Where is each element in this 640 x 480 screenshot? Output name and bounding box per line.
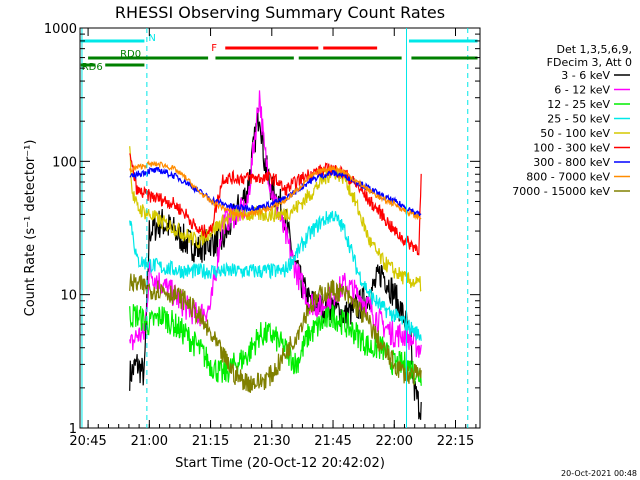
series-layer — [129, 90, 422, 420]
chart-title: RHESSI Observing Summary Count Rates — [115, 3, 445, 22]
y-tick-label-3: 100 — [52, 155, 77, 170]
series-line-2 — [129, 90, 422, 358]
x-tick-label-5: 21:45 — [314, 434, 351, 449]
x-tick-label-2: 21:00 — [131, 434, 168, 449]
footer-timestamp: 20-Oct-2021 00:48 — [561, 469, 637, 478]
legend-entry-label-3: 12 - 25 keV — [547, 98, 610, 111]
legend-entry-label-8: 800 - 7000 keV — [526, 171, 610, 184]
x-tick-label-6: 22:00 — [376, 434, 413, 449]
legend: Det 1,3,5,6,9,FDecim 3, Att 03 - 6 keV 6 … — [512, 43, 632, 198]
flag-bars: N F RD0 RD6 — [80, 33, 478, 73]
series-line-8 — [129, 159, 422, 221]
series-line-9 — [129, 273, 422, 393]
y-tick-label-1: 1 — [69, 422, 77, 437]
legend-entry-label-6: 100 - 300 keV — [533, 142, 610, 155]
series-line-3 — [129, 304, 422, 386]
legend-header-line-2: FDecim 3, Att 0 — [547, 56, 632, 69]
flag-label-rd0: RD0 — [120, 49, 141, 60]
flag-label-f: F — [211, 43, 217, 54]
series-line-6 — [129, 153, 422, 256]
plot-area — [79, 27, 481, 429]
series-line-4 — [129, 210, 422, 341]
legend-entry-label-4: 25 - 50 keV — [547, 113, 610, 126]
plot-frame — [79, 27, 481, 429]
x-tick-label-7: 22:15 — [437, 434, 474, 449]
x-axis-label: Start Time (20-Oct-12 20:42:02) — [175, 456, 385, 471]
legend-entry-label-5: 50 - 100 keV — [540, 127, 610, 140]
axes: 20:45 21:00 21:15 21:30 21:45 22:00 22:15 1 10 10… — [44, 22, 480, 449]
x-tick-label-1: 20:45 — [69, 434, 106, 449]
series-line-5 — [129, 146, 422, 292]
flag-label-rd6: RD6 — [82, 62, 103, 73]
legend-header-line-1: Det 1,3,5,6,9, — [556, 43, 632, 56]
legend-entry-label-2: 6 - 12 keV — [554, 84, 610, 97]
legend-entry-label-1: 3 - 6 keV — [561, 69, 610, 82]
legend-entry-label-7: 300 - 800 keV — [533, 156, 610, 169]
y-tick-label-4: 1000 — [44, 22, 77, 37]
flag-label-n: N — [148, 33, 155, 44]
x-tick-label-3: 21:15 — [192, 434, 229, 449]
legend-entry-label-9: 7000 - 15000 keV — [512, 185, 610, 198]
y-tick-label-2: 10 — [60, 289, 77, 304]
y-axis-label: Count Rate (s⁻¹ detector⁻¹) — [23, 140, 38, 317]
x-tick-label-4: 21:30 — [253, 434, 290, 449]
marker-lines — [81, 28, 469, 428]
